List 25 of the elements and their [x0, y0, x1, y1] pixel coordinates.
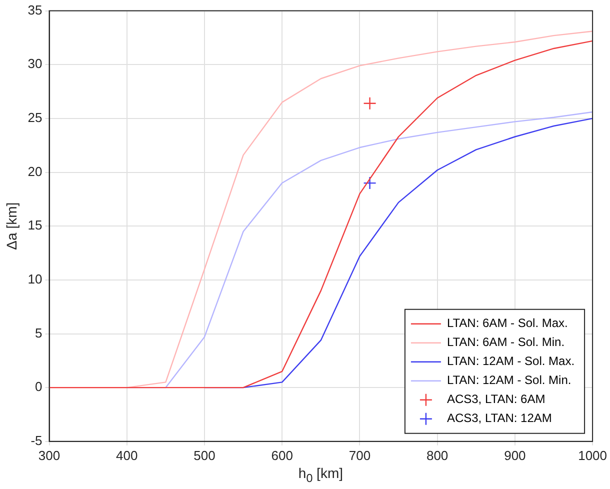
- y-tick-label: 35: [28, 2, 42, 18]
- x-tick-label: 1000: [578, 448, 607, 463]
- y-tick-label: 5: [35, 325, 42, 340]
- x-tick-label: 900: [504, 448, 526, 463]
- legend-label: LTAN: 12AM - Sol. Max.: [446, 354, 575, 368]
- y-axis-title: Δa [km]: [3, 202, 20, 250]
- y-tick-label: 25: [28, 110, 42, 126]
- legend-label: LTAN: 12AM - Sol. Min.: [446, 373, 572, 388]
- x-tick-label: 700: [348, 448, 371, 463]
- x-tick-label: 400: [116, 448, 138, 463]
- x-tick-label: 800: [426, 448, 448, 463]
- x-tick-label: 300: [38, 448, 60, 463]
- y-tick-label: 15: [28, 218, 42, 233]
- legend-label: LTAN: 6AM - Sol. Max.: [446, 316, 568, 330]
- legend-label: LTAN: 6AM - Sol. Min.: [446, 335, 565, 350]
- x-axis-title: h$_{0}$ [km]: [298, 465, 344, 485]
- y-tick-label: 30: [28, 56, 42, 72]
- legend-label: ACS3, LTAN: 12AM: [446, 411, 552, 426]
- y-tick-label: 20: [28, 164, 42, 179]
- y-tick-label: 10: [28, 272, 42, 287]
- y-tick-label: -5: [30, 432, 42, 448]
- legend-label: ACS3, LTAN: 6AM: [446, 392, 546, 406]
- y-tick-label: 0: [35, 379, 42, 394]
- x-tick-label: 600: [271, 448, 293, 463]
- x-tick-label: 500: [194, 448, 216, 463]
